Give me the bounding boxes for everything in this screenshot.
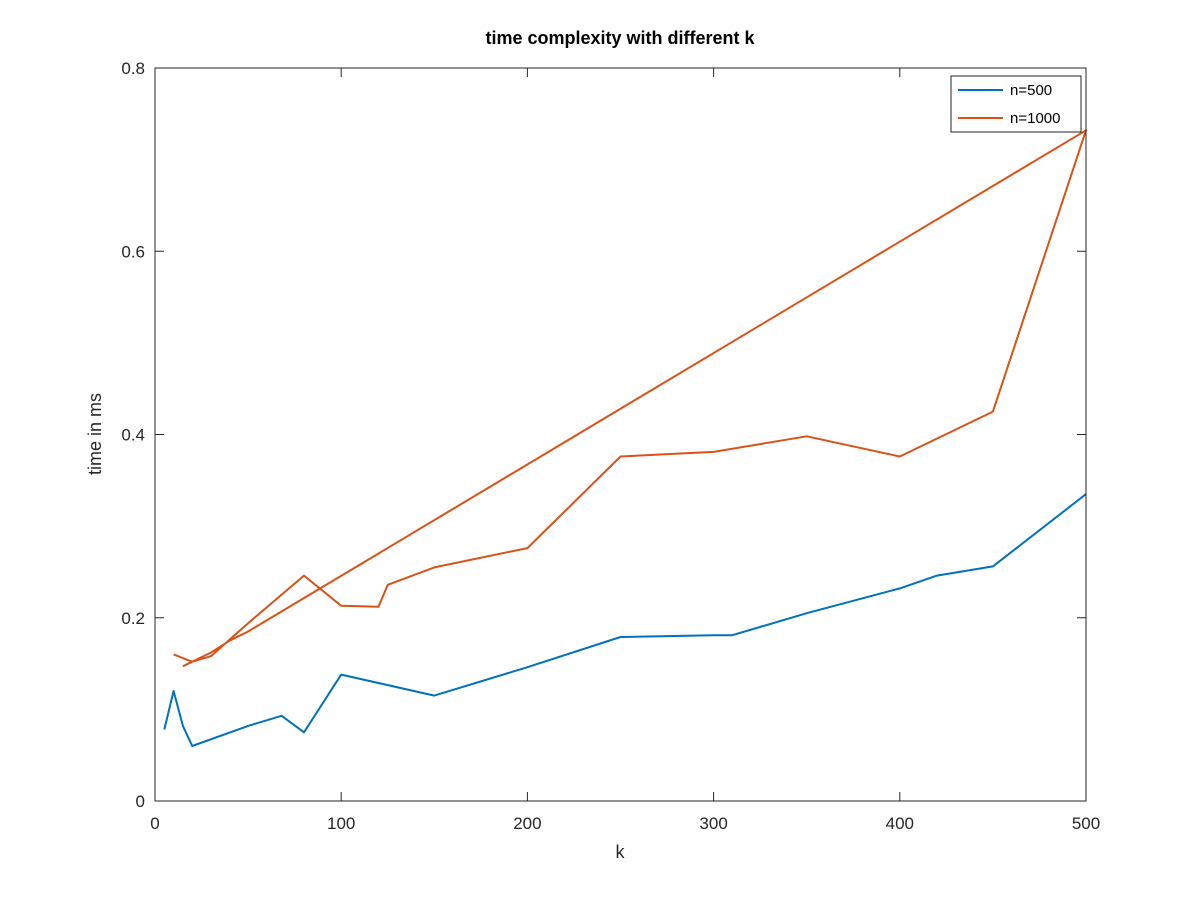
y-tick-label: 0.6 (121, 242, 145, 261)
legend: n=500 n=1000 (950, 75, 1082, 133)
series-line-n1000 (173, 129, 1087, 668)
plot-area (155, 68, 1086, 801)
y-axis-label: time in ms (85, 393, 105, 475)
x-tick-label: 300 (699, 814, 727, 833)
y-tick-label: 0 (136, 792, 145, 811)
series-layer (163, 129, 1087, 747)
x-tick-label: 200 (513, 814, 541, 833)
series-line-n500 (163, 493, 1087, 747)
plot-frame (154, 67, 1087, 802)
chart-title: time complexity with different k (485, 28, 755, 48)
ticks-layer: 0 100 200 300 400 500 0 0.2 0.4 0.6 0.8 (121, 59, 1100, 833)
y-tick-label: 0.4 (121, 426, 145, 445)
x-tick-label: 400 (886, 814, 914, 833)
legend-box (950, 75, 1082, 133)
x-tick-label: 500 (1072, 814, 1100, 833)
x-tick-label: 0 (150, 814, 159, 833)
x-tick-label: 100 (327, 814, 355, 833)
x-axis-label: k (616, 842, 626, 862)
legend-label-n1000: n=1000 (1010, 110, 1060, 127)
legend-label-n500: n=500 (1010, 82, 1052, 99)
y-tick-label: 0.2 (121, 609, 145, 628)
y-tick-label: 0.8 (121, 59, 145, 78)
